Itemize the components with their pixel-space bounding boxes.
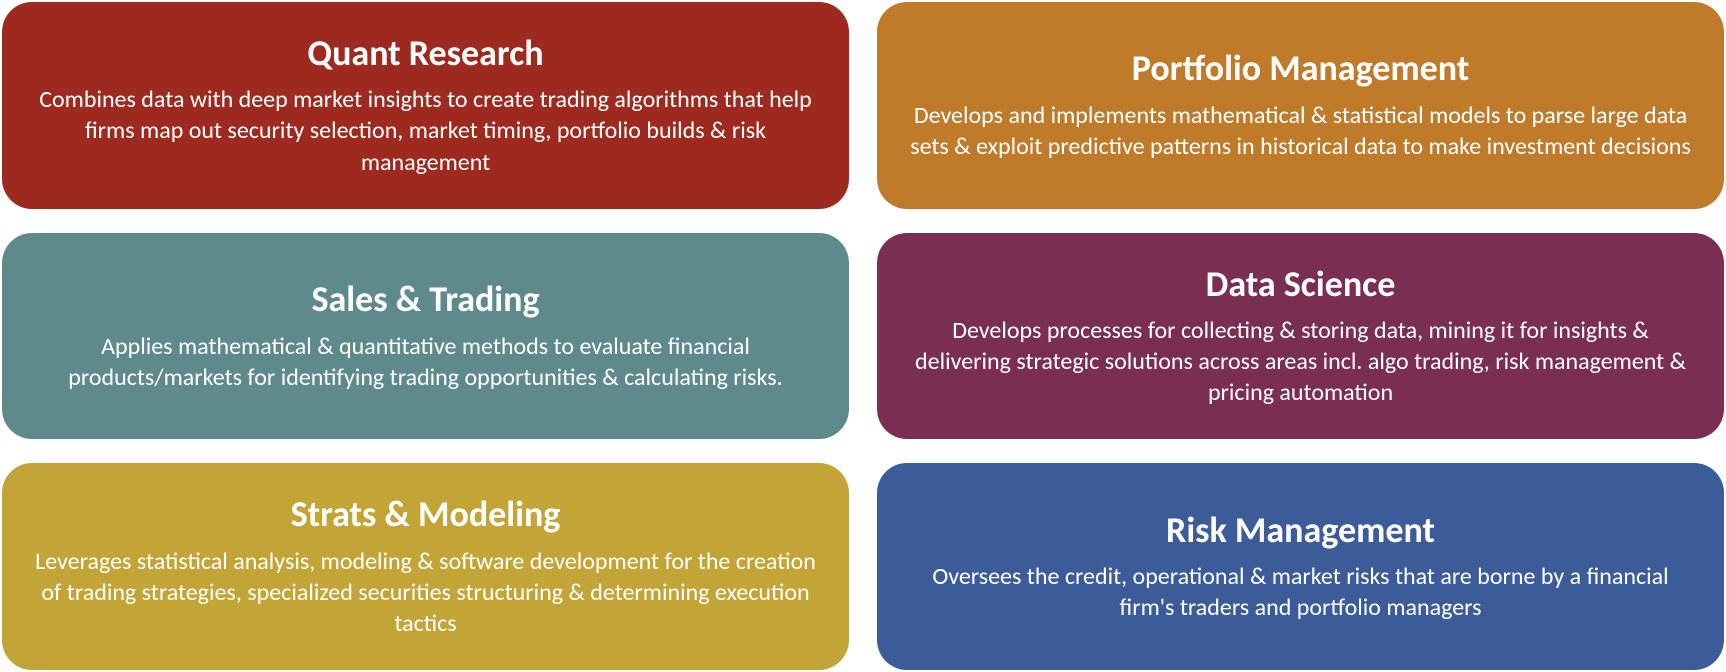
card-desc: Applies mathematical & quantitative meth…	[28, 331, 823, 393]
card-data-science: Data Science Develops processes for coll…	[877, 233, 1724, 440]
card-desc: Develops and implements mathematical & s…	[903, 100, 1698, 162]
cards-grid: Quant Research Combines data with deep m…	[0, 0, 1726, 672]
card-title: Risk Management	[1166, 510, 1435, 551]
card-title: Data Science	[1206, 264, 1396, 305]
card-portfolio-management: Portfolio Management Develops and implem…	[877, 2, 1724, 209]
card-desc: Leverages statistical analysis, modeling…	[28, 546, 823, 640]
card-title: Quant Research	[307, 33, 543, 74]
card-desc: Oversees the credit, operational & marke…	[903, 561, 1698, 623]
card-quant-research: Quant Research Combines data with deep m…	[2, 2, 849, 209]
card-risk-management: Risk Management Oversees the credit, ope…	[877, 463, 1724, 670]
card-sales-trading: Sales & Trading Applies mathematical & q…	[2, 233, 849, 440]
card-title: Sales & Trading	[311, 279, 539, 320]
card-strats-modeling: Strats & Modeling Leverages statistical …	[2, 463, 849, 670]
card-desc: Develops processes for collecting & stor…	[903, 315, 1698, 409]
card-title: Portfolio Management	[1132, 48, 1470, 89]
card-title: Strats & Modeling	[291, 494, 561, 535]
card-desc: Combines data with deep market insights …	[28, 84, 823, 178]
